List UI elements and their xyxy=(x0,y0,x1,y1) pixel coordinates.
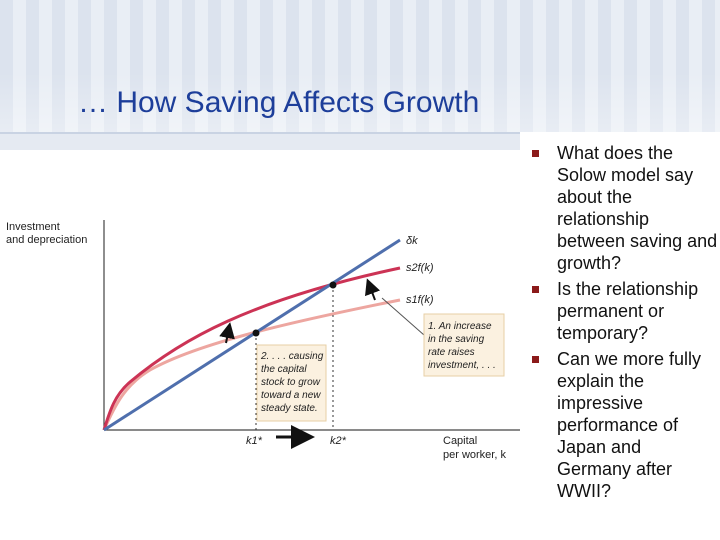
s2-curve-label: s2f(k) xyxy=(406,262,434,274)
shift-up-arrow-left xyxy=(219,322,235,344)
bullet-text: What does the Solow model say about the … xyxy=(557,143,718,273)
y-axis-label-line1: Investment xyxy=(6,221,60,233)
bullet-item: Can we more fully explain the impressive… xyxy=(532,348,718,502)
bullet-panel xyxy=(520,132,720,540)
depreciation-line xyxy=(103,238,401,432)
bullet-list: What does the Solow model say about the … xyxy=(532,142,718,506)
header-stripes xyxy=(0,0,720,132)
k2-tick-label: k2* xyxy=(330,435,347,447)
note2-line3: stock to grow xyxy=(261,377,321,388)
note1-box xyxy=(423,313,505,377)
note1-line2: in the saving xyxy=(428,334,485,345)
note2-line1: 2. . . . causing xyxy=(260,351,324,362)
note2-box xyxy=(256,344,327,422)
note1-line4: investment, . . . xyxy=(428,360,496,371)
s1-curve-label: s1f(k) xyxy=(406,294,434,306)
note1-line1: 1. An increase xyxy=(428,321,492,332)
steady-state-point-1 xyxy=(252,329,260,337)
square-bullet-icon xyxy=(532,150,539,157)
s2-curve xyxy=(102,266,401,431)
note2-line4: toward a new xyxy=(261,390,321,401)
bullet-text: Is the relationship permanent or tempora… xyxy=(557,279,699,343)
s1-curve xyxy=(102,298,401,431)
y-axis-label-line2: and depreciation xyxy=(6,234,87,246)
note2-line5: steady state. xyxy=(261,403,318,414)
note2-line2: the capital xyxy=(261,364,307,375)
note1-line3: rate raises xyxy=(428,347,475,358)
solow-diagram: Investment and depreciation Capital per … xyxy=(6,220,520,461)
bullet-text: Can we more fully explain the impressive… xyxy=(557,349,702,501)
square-bullet-icon xyxy=(532,286,539,293)
x-axis-label-line1: Capital xyxy=(443,435,477,447)
shift-up-arrow-right xyxy=(365,278,381,301)
square-bullet-icon xyxy=(532,356,539,363)
x-axis-label-line2: per worker, k xyxy=(443,449,506,461)
bullet-item: What does the Solow model say about the … xyxy=(532,142,718,274)
k1-tick-label: k1* xyxy=(246,435,263,447)
title-underline-bar xyxy=(0,132,550,150)
slide-title: … How Saving Affects Growth xyxy=(78,86,480,119)
bullet-item: Is the relationship permanent or tempora… xyxy=(532,278,718,344)
steady-state-point-2 xyxy=(329,281,337,289)
note1-leader-line xyxy=(381,297,425,336)
delta-k-label: δk xyxy=(406,235,418,247)
